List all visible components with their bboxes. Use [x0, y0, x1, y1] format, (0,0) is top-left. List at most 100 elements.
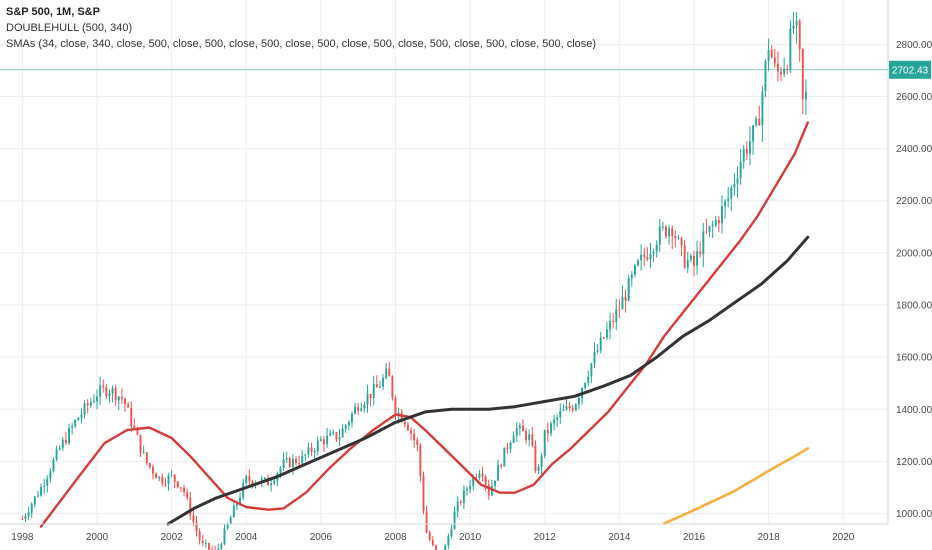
candle-body — [36, 495, 39, 497]
indicator-smas[interactable]: SMAs (34, close, 340, close, 500, close,… — [6, 38, 597, 50]
candle-body — [170, 474, 173, 476]
candle-body — [792, 25, 795, 29]
candle-body — [152, 466, 154, 474]
candle-body — [680, 237, 683, 246]
candle — [525, 428, 528, 445]
candle-body — [176, 481, 179, 488]
candle — [139, 434, 142, 457]
candle — [232, 502, 235, 518]
candle — [512, 431, 515, 444]
candle-body — [46, 478, 49, 486]
candle-body — [400, 412, 403, 422]
candle-body — [319, 439, 322, 441]
x-tick-label: 2016 — [683, 532, 706, 543]
candle — [518, 422, 521, 436]
sma-slow-line[interactable] — [662, 447, 810, 525]
candle-body — [590, 363, 593, 377]
candle — [245, 474, 248, 486]
candle — [780, 67, 783, 81]
sma-fast-line[interactable] — [39, 121, 809, 528]
candle-body — [512, 435, 515, 443]
candle — [761, 86, 764, 142]
candle — [462, 485, 465, 510]
candle-body — [801, 49, 804, 100]
candle-body — [767, 49, 770, 61]
candle — [176, 480, 179, 489]
candle — [369, 393, 372, 407]
candle-body — [543, 429, 546, 456]
candle — [145, 451, 148, 466]
candle-body — [599, 337, 602, 351]
candle-body — [568, 405, 571, 408]
candle — [27, 506, 30, 520]
candle — [285, 451, 288, 463]
candle-body — [220, 544, 223, 549]
candle — [344, 424, 347, 433]
candle — [748, 126, 751, 166]
candle-body — [484, 476, 487, 485]
candle-body — [789, 28, 792, 70]
candle-body — [232, 505, 235, 518]
candle — [164, 477, 167, 488]
candle-body — [466, 489, 468, 491]
candle-body — [186, 492, 189, 498]
candle — [767, 38, 770, 71]
candle-body — [708, 226, 711, 233]
symbol-title[interactable]: S&P 500, 1M, S&P — [6, 6, 100, 18]
candle-body — [640, 254, 643, 261]
candle — [335, 431, 338, 443]
candle — [161, 473, 164, 487]
candle — [130, 401, 133, 433]
candle-body — [161, 476, 164, 484]
candle-body — [742, 148, 745, 162]
candle — [86, 399, 89, 414]
candle — [416, 437, 419, 452]
candle — [189, 491, 192, 520]
candle — [391, 375, 394, 401]
candle-body — [295, 458, 297, 464]
candle-body — [503, 447, 506, 467]
candle-body — [298, 463, 301, 465]
candle — [599, 331, 602, 354]
candle-body — [96, 396, 98, 402]
y-tick-label: 1600.00 — [896, 353, 932, 364]
candle-body — [798, 20, 801, 50]
candle — [413, 429, 416, 448]
y-tick-label: 1800.00 — [896, 301, 932, 312]
candle — [419, 443, 422, 482]
candle — [609, 312, 611, 340]
sma-mid-line[interactable] — [166, 235, 810, 526]
x-tick-label: 2020 — [832, 532, 855, 543]
candle-body — [674, 235, 677, 239]
candle — [360, 402, 363, 412]
candle — [758, 105, 761, 126]
candle-body — [117, 396, 120, 401]
candle — [590, 362, 593, 383]
candle — [708, 225, 711, 237]
candle — [630, 271, 633, 287]
candle-body — [372, 384, 375, 399]
candle — [40, 483, 43, 497]
candle-body — [730, 187, 733, 199]
candle — [43, 478, 46, 495]
candle-body — [263, 477, 266, 479]
candle — [559, 403, 562, 424]
indicator-doublehull[interactable]: DOUBLEHULL (500, 340) — [6, 22, 133, 34]
candle-body — [637, 260, 639, 266]
candle-body — [556, 417, 559, 420]
y-tick-label: 1200.00 — [896, 457, 932, 468]
candle — [207, 542, 210, 550]
candle-body — [158, 476, 161, 479]
candle-body — [108, 393, 111, 396]
candle-body — [102, 385, 105, 388]
candle — [24, 513, 27, 523]
candle-body — [291, 458, 294, 468]
candle-body — [677, 237, 680, 239]
candle-body — [748, 141, 751, 154]
candle-body — [571, 407, 574, 411]
candle-body — [497, 464, 500, 481]
candle — [105, 384, 108, 400]
candle — [612, 313, 615, 329]
candle-body — [133, 425, 136, 429]
